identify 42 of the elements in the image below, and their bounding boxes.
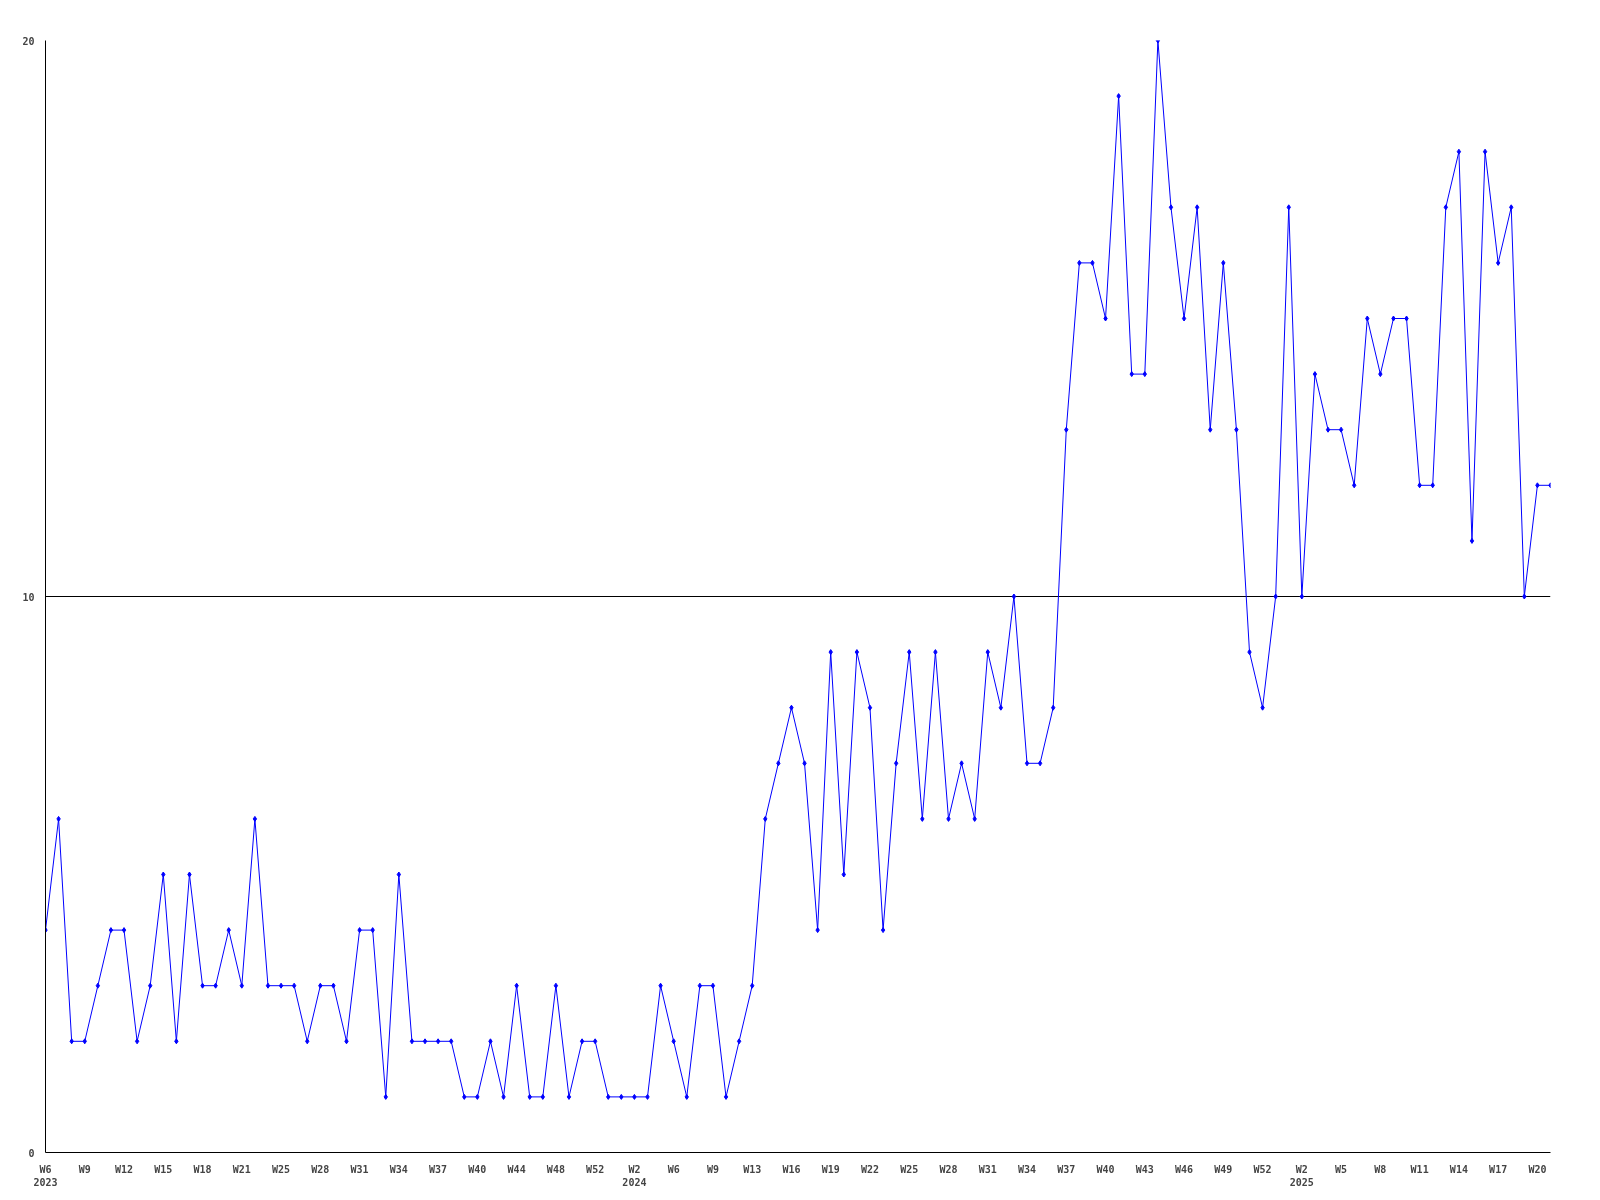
x-tick-label: W14: [1449, 1163, 1468, 1175]
x-tick-label: W21: [232, 1163, 251, 1175]
y-tick-label: 10: [22, 591, 35, 603]
x-tick-label: W28: [939, 1163, 958, 1175]
x-tick-label: W6: [667, 1163, 680, 1175]
x-tick-label: W19: [821, 1163, 840, 1175]
x-tick-label: W37: [1057, 1163, 1076, 1175]
y-tick-label: 0: [28, 1147, 35, 1159]
x-tick-label: W25: [900, 1163, 919, 1175]
x-tick-label: W31: [350, 1163, 369, 1175]
x-tick-label: W9: [706, 1163, 719, 1175]
x-tick-label: W20: [1528, 1163, 1547, 1175]
x-tick-label: W17: [1489, 1163, 1508, 1175]
x-tick-label: W40: [468, 1163, 487, 1175]
x-tick-label: W13: [743, 1163, 762, 1175]
x-tick-label: W37: [429, 1163, 448, 1175]
y-tick-label: 20: [22, 35, 35, 47]
x-tick-label: W52: [1253, 1163, 1272, 1175]
x-tick-label: W9: [78, 1163, 91, 1175]
x-tick-label: W5: [1335, 1163, 1348, 1175]
x-tick-label: W44: [507, 1163, 526, 1175]
x-tick-label: W12: [114, 1163, 134, 1175]
x-tick-label: W2 2025: [1289, 1163, 1314, 1188]
x-tick-label: W43: [1135, 1163, 1154, 1175]
x-tick-label: W15: [154, 1163, 173, 1175]
x-tick-label: W31: [978, 1163, 997, 1175]
x-tick-label: W34: [1017, 1163, 1037, 1175]
x-tick-label: W49: [1214, 1163, 1233, 1175]
x-tick-label: W11: [1410, 1163, 1429, 1175]
x-tick-label: W22: [860, 1163, 880, 1175]
x-tick-label: W16: [782, 1163, 801, 1175]
x-tick-label: W25: [272, 1163, 291, 1175]
x-tick-label: W48: [546, 1163, 565, 1175]
x-tick-label: W28: [311, 1163, 330, 1175]
x-tick-label: W18: [193, 1163, 212, 1175]
x-tick-label: W34: [389, 1163, 408, 1175]
x-tick-label: W2 2024: [622, 1163, 647, 1188]
x-tick-label: W46: [1175, 1163, 1194, 1175]
x-tick-label: W52: [586, 1163, 605, 1175]
x-tick-label: W6 2023: [33, 1163, 58, 1188]
x-tick-label: W40: [1096, 1163, 1115, 1175]
x-tick-label: W8: [1374, 1163, 1387, 1175]
